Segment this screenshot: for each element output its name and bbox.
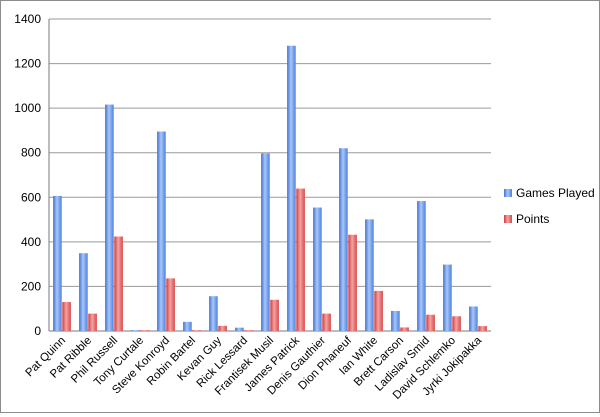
bar-points [322, 313, 331, 331]
bar-games-played [105, 104, 114, 331]
bar-games-played [469, 306, 478, 331]
bar-games-played [313, 207, 322, 331]
bar-points [426, 314, 435, 331]
bar-games-played [53, 195, 62, 331]
bar-games-played [131, 330, 140, 331]
bar-points [400, 327, 409, 331]
legend-label: Games Played [516, 186, 595, 200]
bar-points [452, 316, 461, 331]
y-tick-label: 1200 [14, 57, 41, 71]
legend: Games Played Points [504, 186, 595, 226]
y-tick-label: 800 [21, 146, 41, 160]
bar-points [114, 236, 123, 331]
legend-label: Points [516, 212, 549, 226]
y-axis: 0 200 400 600 800 1000 1200 1400 [14, 12, 50, 338]
bar-points [244, 330, 253, 331]
bar-games-played [391, 310, 400, 331]
bar-points [348, 234, 357, 331]
bar-points [218, 325, 227, 331]
bar-games-played [287, 45, 296, 332]
legend-swatch [504, 215, 512, 223]
y-tick-label: 200 [21, 279, 41, 293]
bar-games-played [79, 253, 88, 331]
bar-points [192, 330, 201, 331]
y-tick-label: 600 [21, 190, 41, 204]
y-tick-label: 0 [34, 324, 41, 338]
bar-games-played [443, 264, 452, 331]
bar-points [166, 278, 175, 331]
bar-games-played [261, 153, 270, 331]
y-tick-label: 1000 [14, 101, 41, 115]
y-tick-label: 1400 [14, 12, 41, 26]
bar-points [478, 326, 487, 331]
bar-points [374, 290, 383, 331]
bars [53, 45, 487, 332]
bar-points [62, 302, 71, 331]
bar-points [296, 188, 305, 331]
bar-games-played [339, 148, 348, 331]
y-tick-label: 400 [21, 235, 41, 249]
bar-points [270, 299, 279, 331]
bar-games-played [235, 327, 244, 331]
bar-games-played [417, 201, 426, 331]
bar-games-played [209, 296, 218, 331]
bar-points [88, 313, 97, 331]
bar-games-played [157, 131, 166, 331]
bar-games-played [365, 219, 374, 331]
bar-points [140, 330, 149, 331]
legend-swatch [504, 189, 512, 197]
bar-games-played [183, 321, 192, 331]
